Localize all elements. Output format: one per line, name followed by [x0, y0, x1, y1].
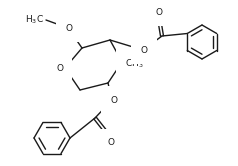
Text: O: O [56, 64, 63, 73]
Text: O: O [140, 45, 148, 54]
Text: CH$_3$: CH$_3$ [125, 58, 144, 70]
Text: H$_3$C: H$_3$C [25, 14, 44, 26]
Text: O: O [110, 95, 118, 105]
Text: O: O [108, 138, 114, 147]
Text: O: O [65, 24, 73, 33]
Text: O: O [155, 8, 163, 17]
